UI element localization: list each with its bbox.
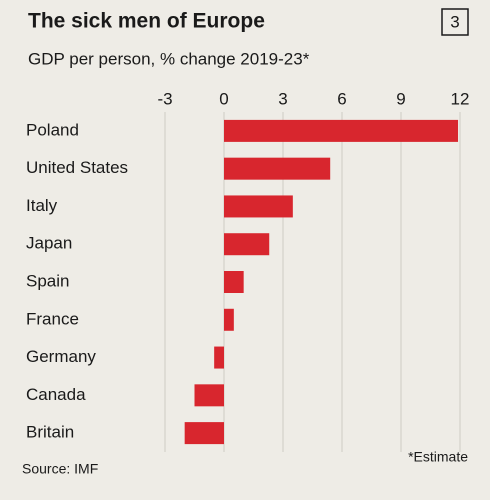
x-tick-label: 3 bbox=[278, 89, 287, 108]
bar bbox=[214, 346, 224, 369]
bar bbox=[224, 195, 293, 218]
x-tick-label: 9 bbox=[396, 89, 405, 108]
bar bbox=[224, 271, 244, 293]
y-tick-label: Canada bbox=[26, 385, 86, 404]
footnote: *Estimate bbox=[408, 449, 468, 465]
y-tick-label: Italy bbox=[26, 196, 58, 215]
page-box bbox=[441, 8, 469, 36]
y-tick-label: Germany bbox=[26, 347, 96, 366]
x-tick-label: 0 bbox=[219, 89, 228, 108]
x-tick-label: -3 bbox=[157, 89, 172, 108]
source: Source: IMF bbox=[22, 461, 98, 477]
y-tick-label: Spain bbox=[26, 271, 69, 290]
chart-title: The sick men of Europe bbox=[28, 10, 265, 33]
bar bbox=[224, 233, 270, 256]
bar bbox=[224, 157, 331, 180]
x-tick-label: 12 bbox=[451, 89, 470, 108]
bar bbox=[224, 308, 234, 331]
y-tick-label: Japan bbox=[26, 234, 72, 253]
chart-subtitle: GDP per person, % change 2019-23* bbox=[28, 49, 310, 68]
y-tick-label: United States bbox=[26, 158, 128, 177]
y-tick-label: France bbox=[26, 309, 79, 328]
page-number: 3 bbox=[450, 12, 459, 31]
y-tick-label: Britain bbox=[26, 423, 74, 442]
x-tick-label: 6 bbox=[337, 89, 346, 108]
bar bbox=[194, 384, 224, 407]
bar bbox=[224, 119, 459, 142]
bar bbox=[184, 422, 224, 445]
y-tick-label: Poland bbox=[26, 120, 79, 139]
